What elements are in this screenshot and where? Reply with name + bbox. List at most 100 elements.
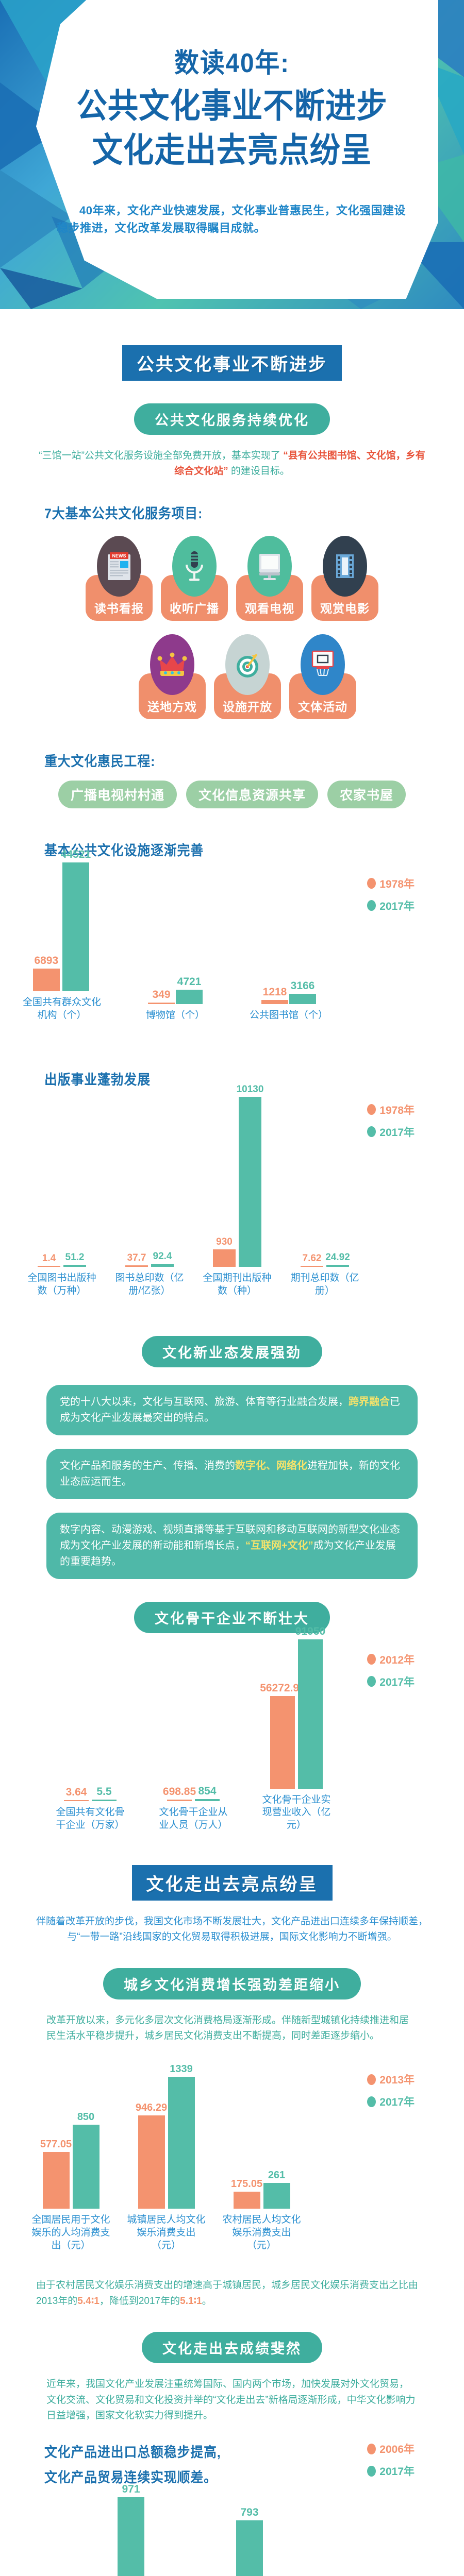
chart4-legend-label-1: 2017年 — [379, 2096, 415, 2109]
card3-text-a: 数字内容、动漫游戏、视频直播等基于互联网和移动互联网的新型文化业态成为文化产业发… — [60, 1523, 400, 1551]
bar-2017-enterprises-2 — [298, 1639, 323, 1789]
card2-text-a: 文化产品和服务的生产、传播、消费的 — [60, 1460, 235, 1471]
chart4-value-2017-2: 261 — [268, 2170, 286, 2181]
project-tag-2[interactable]: 农家书屋 — [327, 780, 406, 808]
chart1-title: 基本公共文化设施逐渐完善 — [44, 842, 204, 858]
section3-card-3: 数字内容、动漫游戏、视频直播等基于互联网和移动互联网的新型文化业态成为文化产业发… — [46, 1512, 418, 1579]
film-strip-icon — [323, 535, 367, 597]
service-item-3[interactable]: 观赏电影 — [311, 535, 378, 621]
section1-text-a: “三馆一站”公共文化服务设施全部免费开放，基本实现了 — [39, 450, 280, 461]
chart2-category-3: 期刊总印数（亿册） — [290, 1273, 359, 1297]
card3-highlight: “互联网+文化” — [245, 1539, 313, 1551]
section3-pill-2: 文化骨干企业不断壮大 — [134, 1601, 330, 1633]
bar-2017-trade-1 — [236, 2520, 263, 2576]
chart4-group-1: 946.29 1339 城镇居民人均文化娱乐消费支出（元） — [126, 2063, 206, 2252]
hero-title-line2: 公共文化事业不断进步 — [76, 87, 388, 125]
bar-2017-publishing-1 — [151, 1264, 174, 1267]
chart4-value-2013-0: 577.05 — [40, 2139, 72, 2150]
chart2-category-1: 图书总印数（亿册/亿张） — [115, 1273, 184, 1297]
chart4-category-1: 城镇居民人均文化娱乐消费支出（元） — [127, 2214, 206, 2251]
chart5-value-2017-0: 971 — [122, 2483, 140, 2495]
chart2-legend-label-1: 2017年 — [379, 1126, 415, 1139]
bar-1978-publishing-1 — [125, 1265, 148, 1267]
bar-2017-consumption-1 — [168, 2077, 195, 2209]
bar-2017-consumption-0 — [72, 2125, 100, 2209]
section3-card-2: 文化产品和服务的生产、传播、消费的数字化、网络化进程加快，新的文化业态应运而生。 — [46, 1448, 418, 1499]
chart2-group-1: 37.7 92.4 图书总印数（亿册/亿张） — [113, 1251, 186, 1297]
microphone-icon — [172, 535, 217, 597]
chart2-value-2017-2: 10130 — [236, 1084, 264, 1095]
chart3-value-2012-2: 56272.95 — [260, 1682, 305, 1694]
bar-2013-consumption-2 — [233, 2192, 260, 2209]
chart1-category-0: 全国共有群众文化机构（个） — [22, 997, 101, 1021]
chart2-value-1978-2: 930 — [216, 1236, 233, 1248]
service-item-4[interactable]: 送地方戏 — [139, 634, 206, 719]
chart1-legend-item-0: 1978年 — [367, 876, 415, 891]
project-tag-0[interactable]: 广播电视村村通 — [58, 780, 177, 808]
chart3-legend-label-0: 2012年 — [379, 1654, 415, 1666]
section1-text-c: 的建设目标。 — [230, 466, 290, 477]
chart4-value-2017-0: 850 — [77, 2111, 95, 2123]
chart1-value-1978-0: 6893 — [34, 955, 59, 967]
newspaper-icon: NEWS — [97, 535, 141, 597]
chart1-legend-item-1: 2017年 — [367, 898, 415, 913]
hero-title-line3: 文化走出去亮点纷呈 — [92, 131, 372, 169]
service-item-0[interactable]: NEWS 读书看报 — [86, 535, 153, 621]
chart3-category-0: 全国共有文化骨干企业（万家） — [56, 1807, 125, 1831]
chart-enterprises: 2012年 2017年 3.64 5.5 全国共有文化骨干企业（万家） 698.… — [0, 1625, 464, 1848]
chart4-legend-item-1: 2017年 — [367, 2094, 415, 2109]
hero-banner: 数读40年: 公共文化事业不断进步 文化走出去亮点纷呈 40年来，文化产业快速发… — [0, 0, 464, 309]
chart2-legend-item-0: 1978年 — [367, 1102, 415, 1117]
bar-2017-enterprises-1 — [195, 1799, 220, 1802]
chart5-value-2017-1: 793 — [240, 2506, 259, 2518]
chart-consumption: 2013年 2017年 577.05 850 全国居民用于文化娱乐的人均消费支出… — [0, 2061, 464, 2267]
legend-dot-orange-icon — [367, 1654, 376, 1665]
service-item-2[interactable]: 观看电视 — [236, 535, 303, 621]
section4-paragraph-2: 近年来，我国文化产业发展注重统筹国际、国内两个市场，加快发展对外文化贸易，文化交… — [46, 2379, 416, 2421]
bar-2017-facilities-2 — [289, 994, 316, 1005]
section1-banner: 公共文化事业不断进步 — [122, 345, 342, 381]
project-tag-1[interactable]: 文化信息资源共享 — [186, 780, 318, 808]
television-icon — [247, 535, 292, 597]
bar-2017-enterprises-0 — [92, 1800, 117, 1802]
chart-trade: 文化产品进出口总额稳步提高, 文化产品贸易连续实现顺差。 2006年 2017年… — [0, 2441, 464, 2576]
chart-facilities: 1978年 2017年 6893 44521 全国共有群众文化机构（个） 349… — [0, 849, 464, 1038]
chart3-group-1: 698.85 854 文化骨干企业从业人员（万人） — [155, 1785, 232, 1832]
chart2-category-0: 全国图书出版种数（万种） — [27, 1273, 96, 1297]
chart2-value-1978-0: 1.4 — [42, 1253, 56, 1264]
chart1-value-2017-0: 44521 — [60, 849, 91, 861]
section1-subtitle-pill: 公共文化服务持续优化 — [134, 403, 330, 435]
card1-text-b: 已成为文化产业发展最突出的特点。 — [60, 1396, 400, 1423]
chart4-value-2013-1: 946.29 — [135, 2102, 168, 2114]
service-item-1[interactable]: 收听广播 — [161, 535, 228, 621]
chart2-group-0: 1.4 51.2 全国图书出版种数（万种） — [26, 1252, 98, 1297]
legend-dot-teal-icon — [367, 900, 376, 911]
service-item-6[interactable]: 文体活动 — [289, 634, 356, 719]
service-item-5[interactable]: 设施开放 — [214, 634, 281, 719]
chart3-value-2012-1: 698.85 — [162, 1786, 196, 1798]
card2-text-b: 进程加快，新的文化业态应运而生。 — [60, 1460, 400, 1487]
chart3-legend-item-0: 2012年 — [367, 1652, 415, 1667]
chart5-legend-label-0: 2006年 — [379, 2444, 415, 2456]
legend-dot-teal-icon — [367, 1126, 376, 1138]
basketball-hoop-icon — [301, 634, 345, 695]
chart1-group-1: 349 4721 博物馆（个） — [134, 976, 217, 1022]
section4-paragraph-1: 改革开放以来，多元化多层次文化消费格局逐渐形成。伴随新型城镇化持续推进和居民生活… — [46, 2014, 409, 2041]
chart-publishing: 1978年 2017年 1.4 51.2 全国图书出版种数（万种） 37.7 9… — [0, 1084, 464, 1313]
note-highlight-1: 5.4∶1 — [77, 2295, 100, 2307]
chart1-value-1978-1: 349 — [152, 989, 171, 1001]
crown-icon — [150, 634, 194, 695]
chart5-legend: 2006年 2017年 — [367, 2441, 415, 2485]
legend-dot-orange-icon — [367, 878, 376, 889]
legend-dot-teal-icon — [367, 1676, 376, 1687]
chart5-group-1: 91 793 文化产品贸易顺差（亿美元） — [196, 2506, 273, 2576]
trade-title-block: 文化产品进出口总额稳步提高, 文化产品贸易连续实现顺差。 — [0, 2441, 464, 2486]
chart1-value-2017-1: 4721 — [177, 976, 202, 988]
section1-text-highlight: “县有公共图书馆、文化馆，乡有综合文化站” — [174, 450, 425, 477]
chart3-value-2017-0: 5.5 — [96, 1786, 112, 1798]
service-label-0: 读书看报 — [86, 574, 153, 621]
trade-title-line2: 文化产品贸易连续实现顺差。 — [44, 2470, 217, 2486]
bar-2017-publishing-2 — [239, 1097, 261, 1267]
bar-2017-publishing-0 — [63, 1265, 86, 1267]
